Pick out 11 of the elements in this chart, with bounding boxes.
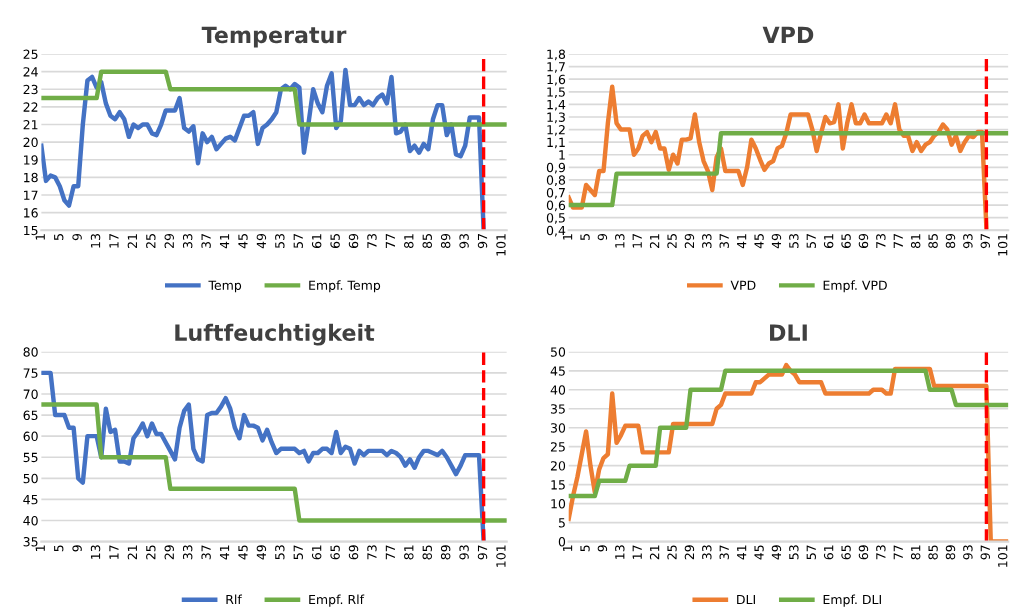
chart-title: VPD	[762, 26, 814, 43]
line-series	[41, 370, 486, 542]
chart-title: Temperatur	[201, 26, 347, 48]
line-series	[41, 67, 486, 231]
line-series	[41, 402, 507, 523]
line-series	[568, 362, 1009, 542]
line-series	[41, 69, 507, 127]
line-series	[568, 368, 1009, 499]
chart-title: Luftfeuchtigkeit	[175, 323, 375, 346]
line-series	[568, 84, 989, 230]
chart-title: DLI	[770, 324, 807, 341]
